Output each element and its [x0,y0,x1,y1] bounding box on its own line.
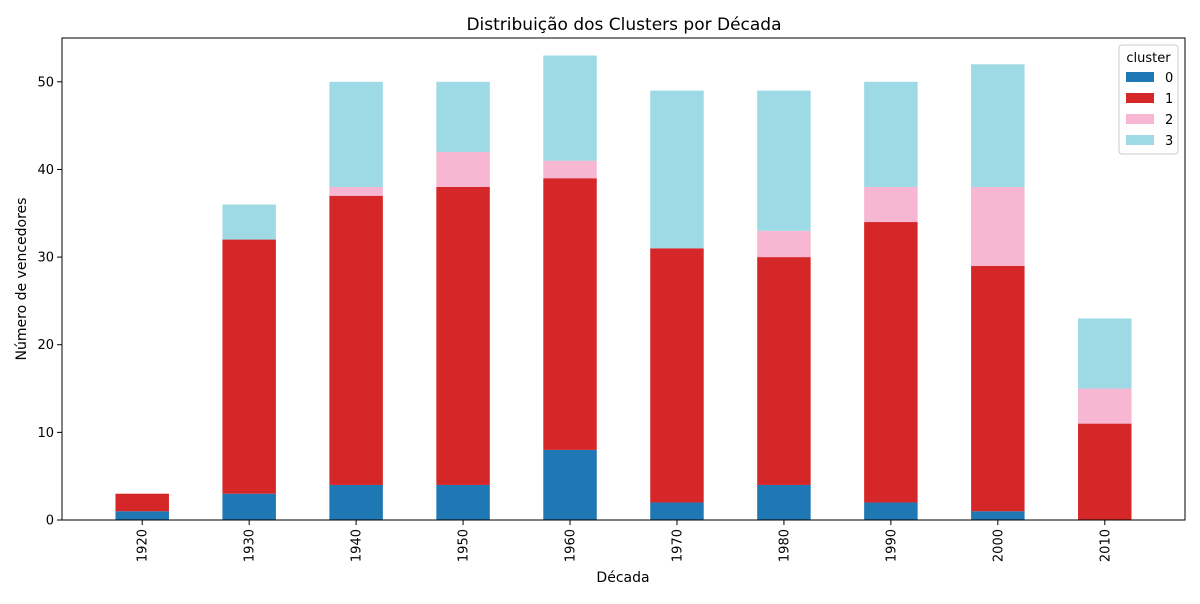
y-tick-label-20: 20 [37,338,54,353]
y-tick-label-0: 0 [46,514,54,529]
bar-1990-cluster-1 [864,222,918,503]
bar-1960-cluster-2 [543,160,597,179]
bar-1960-cluster-0 [543,449,597,520]
legend-title: cluster [1126,51,1171,66]
y-tick-label-30: 30 [37,251,54,266]
x-axis-label: Década [596,570,649,586]
y-tick-label-50: 50 [37,75,54,90]
bar-1950-cluster-3 [436,81,490,152]
y-tick-label-40: 40 [37,163,54,178]
x-tick-label-1990: 1990 [884,529,899,562]
legend-swatch-2 [1126,114,1154,124]
x-tick-label-1930: 1930 [243,529,258,562]
bar-2000-cluster-0 [971,511,1025,520]
bar-2010-cluster-3 [1078,318,1132,389]
legend-swatch-0 [1126,72,1154,82]
bar-1990-cluster-2 [864,186,918,223]
plot-frame [61,37,1186,521]
bar-1940-cluster-0 [329,484,383,520]
bar-1980-cluster-1 [757,257,811,485]
bar-1940-cluster-2 [329,186,383,196]
x-tick-label-2000: 2000 [991,529,1006,562]
bar-1980-cluster-2 [757,230,811,258]
bar-1940-cluster-1 [329,195,383,485]
bar-1930-cluster-3 [222,204,276,240]
bar-1990-cluster-0 [864,502,918,520]
bars-layer [115,55,1132,520]
bar-1970-cluster-1 [650,248,704,503]
y-axis-label: Número de vencedores [14,198,30,361]
bar-1940-cluster-3 [329,81,383,187]
y-tick-label-10: 10 [37,426,54,441]
bar-1970-cluster-3 [650,90,704,249]
bar-1970-cluster-0 [650,502,704,520]
bar-1950-cluster-1 [436,186,490,485]
bar-1980-cluster-0 [757,484,811,520]
x-tick-label-1980: 1980 [777,529,792,562]
bar-2000-cluster-1 [971,265,1025,512]
x-tick-label-1970: 1970 [670,529,685,562]
bar-2000-cluster-2 [971,186,1025,266]
bar-1930-cluster-1 [222,239,276,494]
bar-1920-cluster-1 [115,493,169,512]
x-tick-label-1940: 1940 [350,529,365,562]
x-tick-label-2010: 2010 [1098,529,1113,562]
legend-label-0: 0 [1165,71,1173,86]
bar-2000-cluster-3 [971,64,1025,187]
x-tick-label-1950: 1950 [457,529,472,562]
legend: cluster 0 1 2 3 [1118,44,1179,155]
legend-label-2: 2 [1165,113,1173,128]
bar-1980-cluster-3 [757,90,811,231]
bar-1950-cluster-2 [436,151,490,187]
bar-1960-cluster-3 [543,55,597,161]
bar-1960-cluster-1 [543,178,597,450]
chart-title: Distribuição dos Clusters por Década [466,15,781,35]
legend-swatch-3 [1126,135,1154,145]
legend-label-3: 3 [1165,134,1173,149]
legend-swatch-1 [1126,93,1154,103]
bar-1990-cluster-3 [864,81,918,187]
bar-1930-cluster-0 [222,493,276,520]
bar-1920-cluster-0 [115,511,169,520]
x-tick-label-1960: 1960 [564,529,579,562]
bar-1950-cluster-0 [436,484,490,520]
bar-2010-cluster-2 [1078,388,1132,424]
bar-2010-cluster-1 [1078,423,1132,520]
x-tick-label-1920: 1920 [136,529,151,562]
legend-label-1: 1 [1165,92,1173,107]
